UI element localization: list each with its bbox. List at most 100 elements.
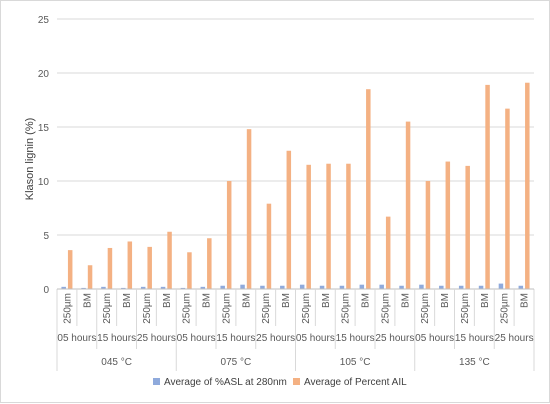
x-tick-label-time: 15 hours	[336, 333, 375, 344]
x-tick-label-sample: BM	[82, 293, 93, 308]
bar-asl	[419, 284, 424, 289]
x-tick-label-sample: 250µm	[261, 293, 272, 324]
bar-asl	[319, 285, 325, 289]
x-tick-label-temperature: 075 °C	[221, 357, 252, 368]
bars	[61, 82, 530, 289]
x-tick-label-time: 15 hours	[455, 333, 494, 344]
x-tick-label-sample: 250µm	[62, 293, 73, 324]
bar-ail	[505, 108, 510, 289]
bar-ail	[405, 121, 411, 289]
x-tick-label-time: 25 hours	[375, 333, 414, 344]
bar-ail	[246, 129, 252, 289]
bar-asl	[458, 285, 464, 289]
bar-ail	[87, 265, 93, 289]
bar-asl	[399, 285, 404, 289]
bar-asl	[439, 285, 444, 289]
bar-ail	[465, 165, 470, 289]
y-axis-label: Klason lignin (%)	[24, 118, 36, 201]
bar-asl	[61, 286, 66, 289]
legend: Average of %ASL at 280nm Average of Perce…	[153, 377, 407, 388]
legend-label: Average of Percent AIL	[304, 377, 407, 388]
x-tick-label-sample: BM	[281, 293, 292, 308]
bar-ail	[366, 89, 371, 289]
bar-asl	[81, 287, 86, 289]
bar-ail	[207, 238, 212, 289]
x-tick-label-sample: 250µm	[380, 293, 391, 324]
x-tick-label-sample: BM	[321, 293, 332, 308]
bar-asl	[359, 284, 365, 289]
bar-ail	[147, 246, 152, 289]
bar-asl	[280, 285, 285, 289]
bar-asl	[200, 286, 206, 289]
x-tick-label-sample: 250µm	[182, 293, 193, 324]
y-tick-label: 0	[43, 285, 49, 296]
x-tick-label-sample: BM	[202, 293, 213, 308]
x-tick-label-time: 25 hours	[256, 333, 295, 344]
x-tick-label-sample: BM	[122, 293, 133, 308]
bar-ail	[326, 163, 331, 289]
x-tick-label-temperature: 135 °C	[459, 357, 490, 368]
x-tick-label-sample: 250µm	[102, 293, 113, 324]
bar-ail	[525, 82, 530, 289]
x-tick-label-sample: 250µm	[142, 293, 153, 324]
x-tick-label-sample: BM	[440, 293, 451, 308]
bar-ail	[167, 231, 172, 289]
bar-ail	[107, 247, 113, 289]
y-tick-label: 5	[43, 231, 49, 242]
x-tick-label-sample: BM	[480, 293, 491, 308]
bar-asl	[180, 287, 186, 289]
bar-asl	[339, 285, 345, 289]
x-tick-label-sample: BM	[241, 293, 252, 308]
bar-ail	[445, 161, 451, 289]
bar-ail	[346, 163, 351, 289]
bar-asl	[299, 284, 305, 289]
x-axis-categories: 250µm BM 250µm BM 250µm BM 250µm BM 250µm BM 250µm…	[56, 288, 535, 371]
bar-ail	[385, 216, 391, 289]
x-tick-label-sample: BM	[361, 293, 372, 308]
bar-asl	[240, 284, 245, 289]
x-tick-label-sample: 250µm	[460, 293, 471, 324]
legend-swatch	[153, 378, 160, 385]
bar-asl	[160, 286, 166, 289]
bar-asl	[101, 286, 106, 289]
y-tick-label: 20	[38, 69, 50, 80]
x-tick-label-sample: BM	[162, 293, 173, 308]
legend-swatch	[293, 378, 300, 385]
x-tick-label-time: 25 hours	[137, 333, 176, 344]
bar-asl	[220, 285, 225, 289]
bar-ail	[485, 84, 490, 289]
x-tick-label-sample: 250µm	[301, 293, 312, 324]
x-tick-label-temperature: 045 °C	[101, 357, 132, 368]
bar-ail	[266, 203, 272, 289]
y-tick-label: 10	[38, 177, 50, 188]
bar-ail	[226, 181, 232, 289]
bar-ail	[187, 252, 192, 289]
x-tick-label-time: 25 hours	[495, 333, 534, 344]
x-tick-label-time: 15 hours	[216, 333, 255, 344]
y-tick-labels: 0 5 10 15 20 25	[38, 15, 50, 296]
bar-asl	[518, 285, 524, 289]
y-tick-label: 15	[38, 123, 50, 134]
x-tick-label-time: 15 hours	[97, 333, 136, 344]
x-tick-label-time: 05 hours	[57, 333, 96, 344]
bar-ail	[306, 164, 311, 289]
x-tick-label-sample: BM	[400, 293, 411, 308]
bar-ail	[67, 250, 73, 289]
bar-asl	[121, 287, 126, 289]
legend-label: Average of %ASL at 280nm	[164, 377, 287, 388]
x-tick-label-temperature: 105 °C	[340, 357, 371, 368]
bar-asl	[498, 283, 504, 289]
x-tick-label-sample: 250µm	[341, 293, 352, 324]
bar-asl	[260, 285, 265, 289]
x-tick-label-sample: 250µm	[500, 293, 511, 324]
bar-ail	[425, 181, 431, 289]
bar-asl	[140, 286, 146, 289]
y-tick-label: 25	[38, 15, 50, 26]
x-tick-label-sample: 250µm	[420, 293, 431, 324]
bar-ail	[286, 150, 292, 289]
bar-asl	[379, 284, 384, 289]
x-tick-label-sample: 250µm	[221, 293, 232, 324]
x-tick-label-time: 05 hours	[415, 333, 454, 344]
